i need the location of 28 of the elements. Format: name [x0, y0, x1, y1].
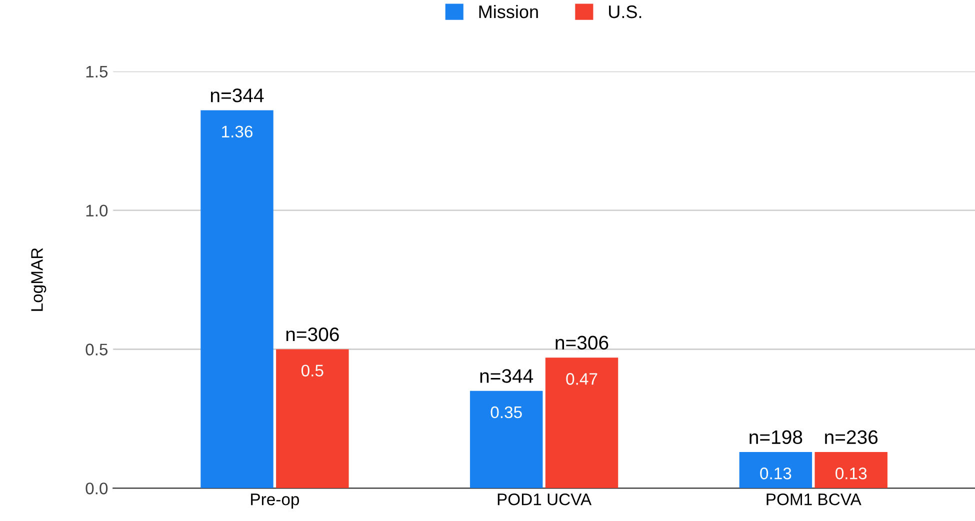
y-tick-label: 1.0: [86, 204, 108, 217]
bar: [814, 452, 888, 488]
annotation: n=306: [286, 327, 339, 342]
legend-label: Mission: [479, 4, 538, 18]
data-label: 1.36: [222, 126, 252, 138]
data-label: 0.35: [490, 406, 522, 418]
data-label: 0.13: [760, 468, 792, 480]
annotation: n=236: [825, 430, 878, 444]
bar: [545, 358, 618, 488]
annotation: n=198: [750, 430, 802, 444]
y-tick-label: 0.5: [86, 344, 108, 356]
x-tick-label: Pre-op: [251, 494, 300, 509]
data-label: 0.47: [566, 373, 598, 385]
x-tick-label: POM1 BCVA: [766, 493, 862, 506]
x-tick-label: POD1 UCVA: [498, 493, 592, 506]
bar: [739, 452, 812, 488]
annotation: n=306: [556, 336, 608, 350]
legend-label: U.S.: [609, 5, 642, 18]
annotation: n=344: [480, 369, 534, 383]
data-label: 0.5: [301, 364, 324, 377]
data-label: 0.13: [836, 468, 867, 480]
y-tick-label: 0.0: [86, 482, 108, 494]
y-axis-title: LogMAR: [31, 248, 46, 311]
y-tick-label: 1.5: [86, 66, 108, 78]
annotation: n=344: [210, 88, 264, 102]
bar: [470, 390, 543, 488]
bar: [200, 110, 274, 488]
bar: [276, 349, 349, 488]
